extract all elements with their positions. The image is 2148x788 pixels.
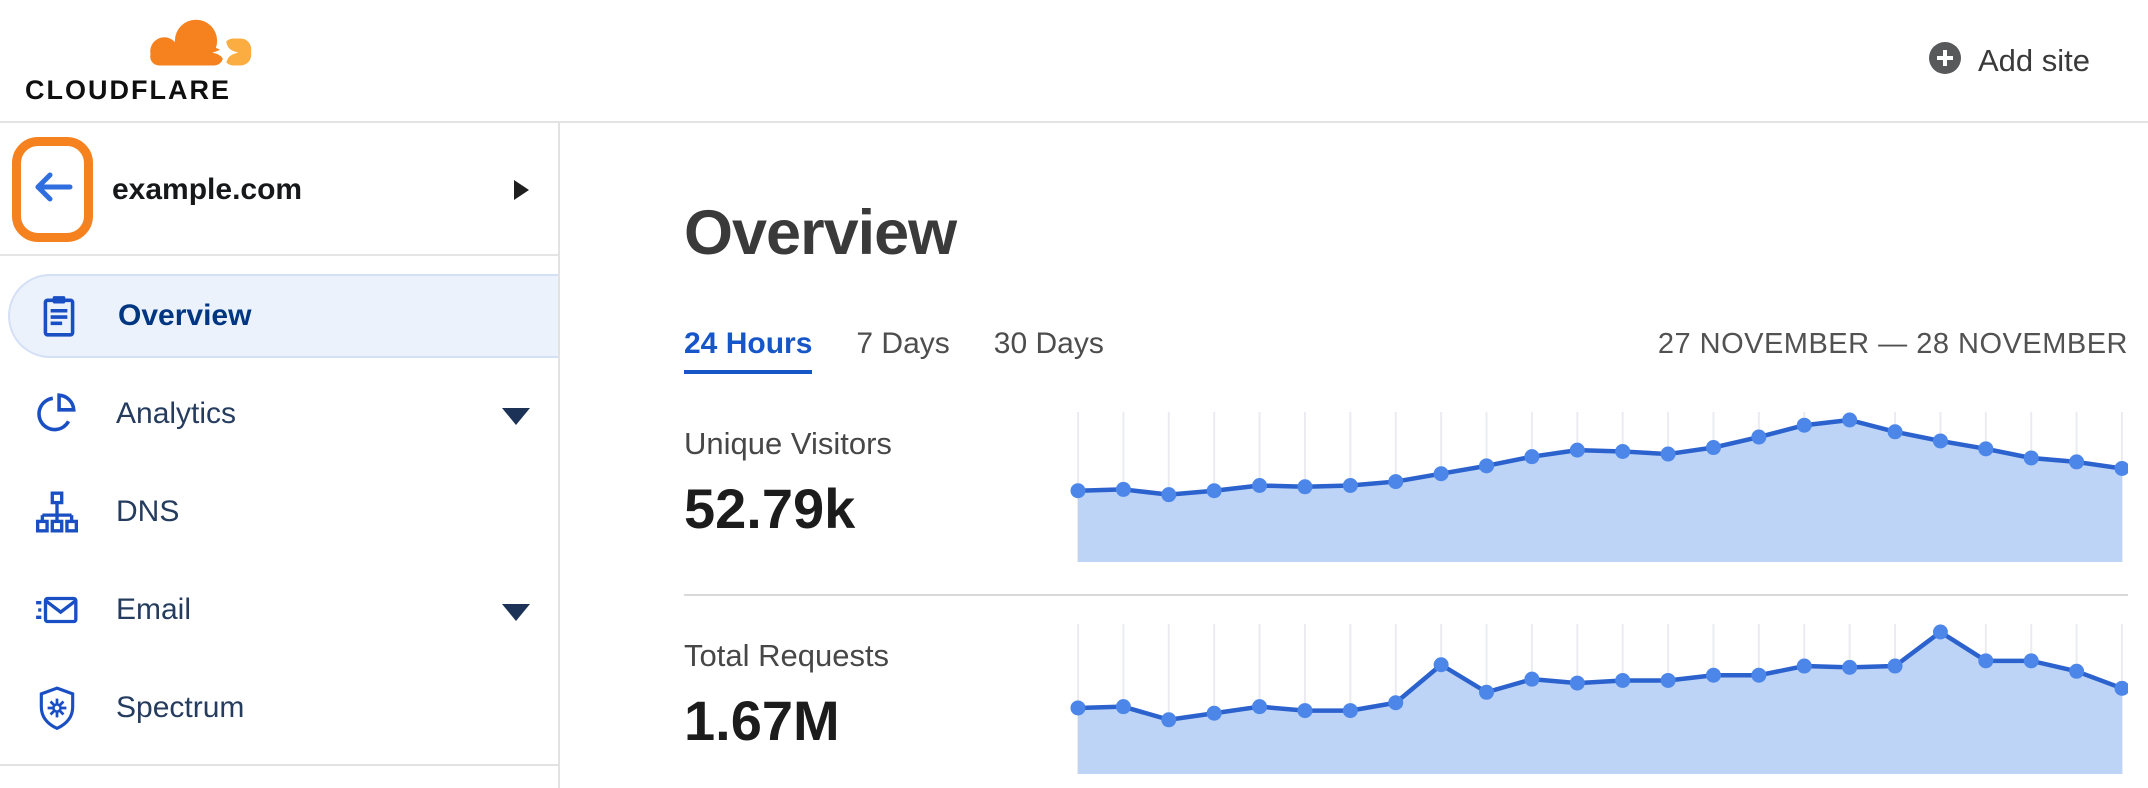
chevron-down-icon — [502, 604, 530, 621]
sitemap-icon — [34, 489, 80, 535]
sidebar-item-label: Analytics — [116, 397, 237, 430]
back-button[interactable] — [12, 137, 93, 242]
sidebar-item-label: Email — [116, 593, 192, 626]
total-requests-chart[interactable] — [1068, 622, 2130, 774]
unique-visitors-chart[interactable] — [1068, 410, 2130, 562]
sidebar: example.com Overview — [0, 123, 560, 788]
add-site-button[interactable]: Add site — [1927, 40, 2090, 81]
expand-right-icon[interactable] — [514, 180, 529, 200]
total-requests-row: Total Requests 1.67M — [684, 622, 2130, 774]
plus-circle-icon — [1927, 40, 1963, 81]
top-header: CLOUDFLARE Add site — [0, 0, 2148, 123]
sidebar-item-dns[interactable]: DNS — [0, 470, 558, 554]
sidebar-item-overview[interactable]: Overview — [8, 274, 558, 358]
cloudflare-logo[interactable]: CLOUDFLARE — [25, 15, 265, 106]
cloudflare-cloud-icon — [137, 15, 265, 74]
sidebar-item-email[interactable]: Email — [0, 568, 558, 652]
sidebar-item-label: DNS — [116, 495, 180, 528]
time-range-tabs: 24 Hours 7 Days 30 Days 27 NOVEMBER — 28… — [684, 327, 2128, 374]
sidebar-item-analytics[interactable]: Analytics — [0, 372, 558, 456]
arrow-left-icon — [31, 169, 75, 210]
tab-24-hours[interactable]: 24 Hours — [684, 327, 813, 374]
main-content: Overview 24 Hours 7 Days 30 Days 27 NOVE… — [562, 123, 2148, 788]
add-site-label: Add site — [1977, 42, 2090, 78]
sidebar-item-label: Overview — [118, 299, 252, 332]
page-title: Overview — [684, 198, 957, 268]
metric-label: Total Requests — [684, 638, 890, 673]
site-switcher-row: example.com — [0, 123, 558, 256]
chevron-down-icon — [502, 408, 530, 425]
shield-icon — [34, 685, 80, 731]
tab-7-days[interactable]: 7 Days — [856, 327, 950, 360]
total-requests-info: Total Requests 1.67M — [684, 622, 1068, 753]
envelope-icon — [34, 587, 80, 633]
metric-label: Unique Visitors — [684, 426, 892, 461]
sparkline-svg — [1070, 624, 2130, 774]
metric-value: 1.67M — [684, 689, 840, 752]
clipboard-icon — [36, 293, 82, 339]
sidebar-item-label: Spectrum — [116, 691, 245, 724]
date-range-label: 27 NOVEMBER — 28 NOVEMBER — [1657, 328, 2128, 360]
sidebar-nav: Overview Analytics — [0, 256, 558, 766]
unique-visitors-row: Unique Visitors 52.79k — [684, 410, 2130, 562]
metric-value: 52.79k — [684, 477, 856, 540]
unique-visitors-info: Unique Visitors 52.79k — [684, 410, 1068, 541]
site-name: example.com — [112, 173, 303, 206]
tab-30-days[interactable]: 30 Days — [993, 327, 1104, 360]
section-divider — [684, 594, 2128, 596]
cloudflare-wordmark: CLOUDFLARE — [25, 75, 231, 105]
sidebar-section-divider — [0, 764, 558, 766]
sidebar-item-spectrum[interactable]: Spectrum — [0, 666, 558, 750]
sparkline-svg — [1070, 412, 2130, 562]
pie-chart-icon — [34, 391, 80, 437]
